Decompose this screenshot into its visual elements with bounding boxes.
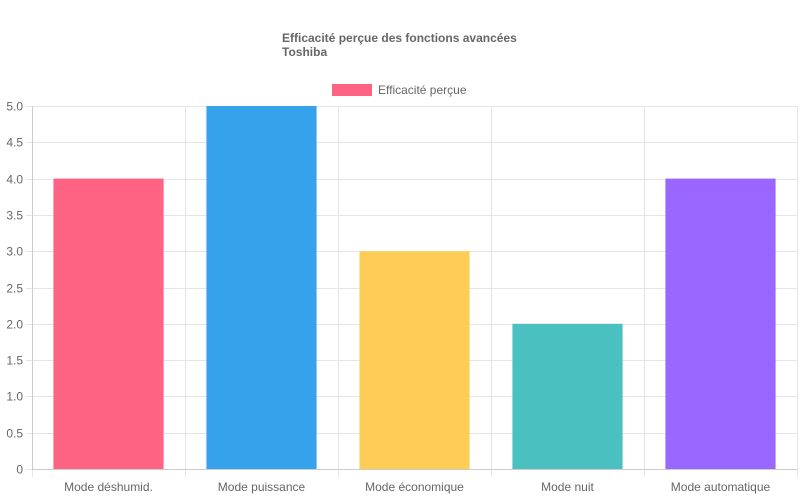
bar[interactable]: [359, 251, 470, 469]
x-tick-label: Mode automatique: [671, 480, 771, 494]
y-tick-label: 2.0: [6, 318, 23, 332]
x-tick-label: Mode déshumid.: [64, 480, 153, 494]
bar[interactable]: [53, 178, 164, 469]
bar[interactable]: [206, 106, 317, 469]
y-tick-label: 4.5: [6, 136, 23, 150]
x-tick-label: Mode puissance: [218, 480, 306, 494]
legend[interactable]: Efficacité perçue: [332, 83, 467, 97]
y-tick-label: 3.0: [6, 245, 23, 259]
bar[interactable]: [512, 323, 623, 469]
y-tick-label: 1.5: [6, 354, 23, 368]
y-tick-label: 5.0: [6, 100, 23, 114]
x-tick-label: Mode économique: [365, 480, 464, 494]
axes-layer: 0 0.5 1.0 1.5 2.0 2.5 3.0 3.5 4.0 4.5 5.0 Mode désh…: [6, 100, 797, 494]
bar[interactable]: [665, 178, 776, 469]
y-tick-label: 3.5: [6, 209, 23, 223]
y-tick-label: 0: [16, 463, 23, 477]
y-tick-label: 2.5: [6, 282, 23, 296]
y-tick-label: 4.0: [6, 173, 23, 187]
chart-title-line-2: Toshiba: [282, 45, 327, 59]
y-tick-label: 0.5: [6, 427, 23, 441]
bars-layer: [53, 106, 776, 469]
chart-title-line-1: Efficacité perçue des fonctions avancées: [282, 31, 517, 45]
legend-swatch: [332, 84, 372, 96]
y-tick-label: 1.0: [6, 390, 23, 404]
x-tick-label: Mode nuit: [541, 480, 594, 494]
legend-label: Efficacité perçue: [378, 83, 467, 97]
